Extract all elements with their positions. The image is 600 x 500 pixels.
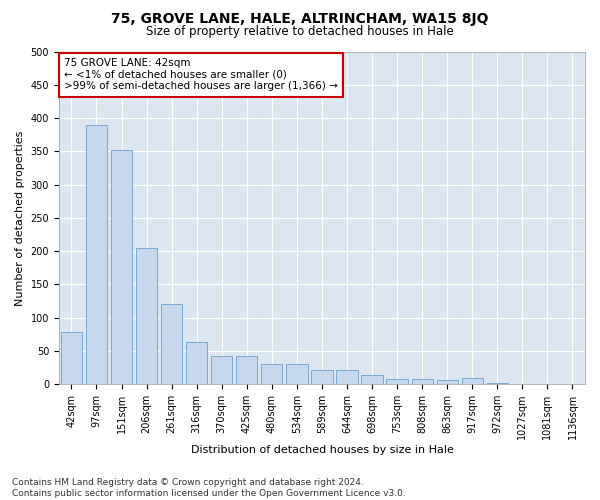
- Bar: [487, 383, 508, 384]
- Bar: [386, 379, 408, 384]
- Bar: [211, 356, 232, 384]
- Bar: [161, 304, 182, 384]
- X-axis label: Distribution of detached houses by size in Hale: Distribution of detached houses by size …: [191, 445, 454, 455]
- Bar: [361, 375, 383, 384]
- Text: 75 GROVE LANE: 42sqm
← <1% of detached houses are smaller (0)
>99% of semi-detac: 75 GROVE LANE: 42sqm ← <1% of detached h…: [64, 58, 338, 92]
- Bar: [136, 248, 157, 384]
- Bar: [437, 380, 458, 384]
- Bar: [286, 364, 308, 384]
- Text: Size of property relative to detached houses in Hale: Size of property relative to detached ho…: [146, 25, 454, 38]
- Bar: [412, 379, 433, 384]
- Text: Contains HM Land Registry data © Crown copyright and database right 2024.
Contai: Contains HM Land Registry data © Crown c…: [12, 478, 406, 498]
- Text: 75, GROVE LANE, HALE, ALTRINCHAM, WA15 8JQ: 75, GROVE LANE, HALE, ALTRINCHAM, WA15 8…: [111, 12, 489, 26]
- Bar: [111, 150, 132, 384]
- Bar: [311, 370, 332, 384]
- Bar: [86, 124, 107, 384]
- Y-axis label: Number of detached properties: Number of detached properties: [15, 130, 25, 306]
- Bar: [261, 364, 283, 384]
- Bar: [186, 342, 208, 384]
- Bar: [236, 356, 257, 384]
- Bar: [61, 332, 82, 384]
- Bar: [337, 370, 358, 384]
- Bar: [461, 378, 483, 384]
